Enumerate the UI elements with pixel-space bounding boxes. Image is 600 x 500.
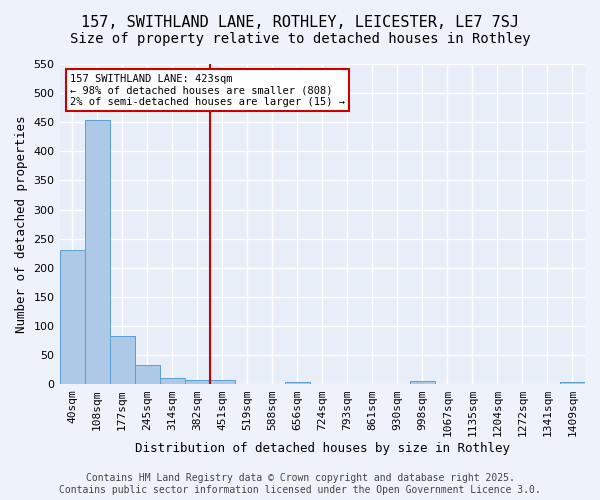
- Bar: [410, 382, 435, 384]
- Text: 157, SWITHLAND LANE, ROTHLEY, LEICESTER, LE7 7SJ: 157, SWITHLAND LANE, ROTHLEY, LEICESTER,…: [81, 15, 519, 30]
- Y-axis label: Number of detached properties: Number of detached properties: [15, 116, 28, 333]
- Bar: [560, 382, 585, 384]
- Text: Size of property relative to detached houses in Rothley: Size of property relative to detached ho…: [70, 32, 530, 46]
- Text: 157 SWITHLAND LANE: 423sqm
← 98% of detached houses are smaller (808)
2% of semi: 157 SWITHLAND LANE: 423sqm ← 98% of deta…: [70, 74, 345, 107]
- Bar: [85, 120, 110, 384]
- Bar: [285, 382, 310, 384]
- Bar: [209, 380, 235, 384]
- Bar: [134, 364, 160, 384]
- Text: Contains HM Land Registry data © Crown copyright and database right 2025.
Contai: Contains HM Land Registry data © Crown c…: [59, 474, 541, 495]
- Bar: [160, 378, 185, 384]
- Bar: [59, 250, 85, 384]
- Bar: [110, 336, 134, 384]
- Bar: [185, 380, 209, 384]
- X-axis label: Distribution of detached houses by size in Rothley: Distribution of detached houses by size …: [135, 442, 510, 455]
